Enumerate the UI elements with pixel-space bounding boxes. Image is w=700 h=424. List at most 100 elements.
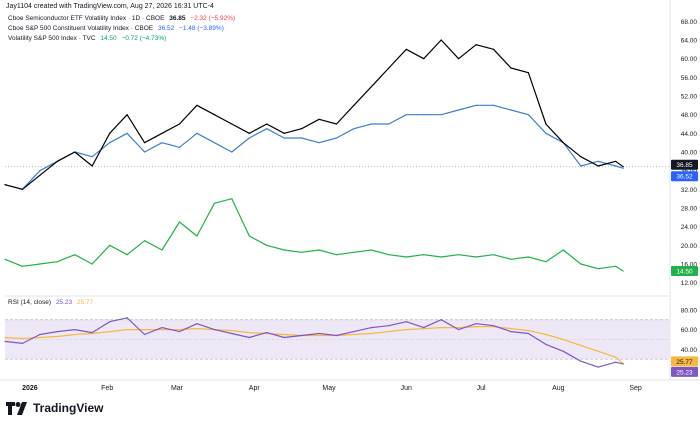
rsi-ma-line-point xyxy=(405,329,407,331)
rsi-line-point xyxy=(196,323,198,325)
semi-vol-line-point xyxy=(39,174,41,176)
vix-line-point xyxy=(475,256,477,258)
vix-line-point xyxy=(126,254,128,256)
rsi-line-point xyxy=(248,336,250,339)
rsi-line-point xyxy=(335,334,338,337)
y-tick-label: 24.00 xyxy=(681,224,698,231)
spx-constituent-line-point xyxy=(266,128,268,130)
spx-constituent-line-point xyxy=(39,170,41,172)
rsi-line-point xyxy=(458,329,460,331)
vix-line-point xyxy=(196,235,198,237)
spx-constituent-line-point xyxy=(510,109,512,111)
x-tick-label: 2026 xyxy=(22,385,38,392)
rsi-ma-line-point xyxy=(597,350,599,352)
legend-row-vix[interactable]: Volatility S&P 500 Index · TVC 14.50 −0.… xyxy=(8,35,166,42)
rsi-line-point xyxy=(178,330,181,333)
y-tick-label: 32.00 xyxy=(681,187,698,194)
semi-vol-line-point xyxy=(440,39,442,41)
spx-constituent-line-point xyxy=(580,165,582,167)
rsi-line-point xyxy=(74,329,76,331)
rsi-line-point xyxy=(615,361,617,363)
spx-constituent-line-point xyxy=(213,142,215,144)
rsi-ma-line-point xyxy=(370,332,372,335)
semi-vol-line-point xyxy=(580,156,582,158)
rsi-ma-line-point xyxy=(510,328,512,330)
rsi-line-point xyxy=(580,360,582,362)
y-tick-label: 48.00 xyxy=(681,112,698,119)
semi-vol-line-point xyxy=(196,104,198,106)
rsi-line-point xyxy=(318,332,320,335)
y-tick-label: 64.00 xyxy=(681,38,698,45)
spx-constituent-line xyxy=(4,104,624,190)
y-tick-label: 28.00 xyxy=(681,206,698,213)
rsi-ma-line-point xyxy=(615,356,617,358)
semi-vol-line-point xyxy=(91,165,93,167)
semi-vol-line-point xyxy=(109,132,111,134)
rsi-ma-line-point xyxy=(143,329,146,331)
x-tick-label: Jun xyxy=(401,385,412,392)
vix-line-point xyxy=(510,258,512,260)
semi-vol-line-point xyxy=(266,123,268,125)
spx-constituent-line-point xyxy=(492,104,495,106)
vix-line-point xyxy=(178,221,181,223)
y-tick-label: 40.00 xyxy=(681,150,698,157)
vix-line-point xyxy=(353,251,355,253)
vix-line-point xyxy=(283,249,285,251)
rsi-ma-line-point xyxy=(475,326,477,328)
rsi-y-tick-label: 40.00 xyxy=(681,347,698,354)
rsi-ma-line-point xyxy=(109,330,111,333)
semi-vol-line-point xyxy=(74,151,76,153)
rsi-line-point xyxy=(91,331,93,334)
vix-line-point xyxy=(405,256,407,258)
chart-credit: Jay1104 created with TradingView.com, Au… xyxy=(6,3,214,10)
x-tick-label: Feb xyxy=(101,385,113,392)
legend-row-spx-constituent[interactable]: Cboe S&P 500 Constituent Volatility Inde… xyxy=(8,25,224,32)
legend-change: −2.32 (−5.92%) xyxy=(190,15,236,22)
rsi-ma-line-point xyxy=(126,329,128,331)
semi-price-badge-bg xyxy=(671,159,698,170)
legend-value: 36.52 xyxy=(157,25,175,32)
rsi-line-point xyxy=(492,325,495,327)
rsi-ma-line-point xyxy=(527,329,530,332)
rsi-ma-badge-bg xyxy=(671,356,698,367)
spx-constituent-line-point xyxy=(388,123,390,125)
semi-vol-line-point xyxy=(231,123,233,125)
rsi-line-point xyxy=(440,319,442,321)
rsi-ma-line-point xyxy=(283,333,285,336)
vix-line-point xyxy=(335,254,338,256)
spx-constituent-line-point xyxy=(335,137,338,139)
rsi-line-point xyxy=(597,366,599,368)
rsi-ma-line-point xyxy=(91,332,93,335)
semi-vol-line-point xyxy=(562,142,564,144)
spx-constituent-line-point xyxy=(458,109,460,111)
vix-line-point xyxy=(423,254,425,256)
tradingview-logo-text: TradingView xyxy=(33,401,104,415)
spx-constituent-line-point xyxy=(405,114,407,116)
rsi-line-point xyxy=(562,350,564,352)
spx-constituent-line-point xyxy=(370,123,372,125)
legend-row-semi[interactable]: Cboe Semiconductor ETF Volatility Index … xyxy=(8,15,235,22)
spx-constituent-line-point xyxy=(283,137,285,139)
vix-line-point xyxy=(109,244,111,246)
spx-constituent-line-point xyxy=(545,132,547,134)
legend-name: Cboe Semiconductor ETF Volatility Index … xyxy=(8,15,165,22)
vix-line-point xyxy=(458,254,460,256)
tradingview-logo[interactable]: TradingView xyxy=(6,401,103,415)
spx-constituent-line-point xyxy=(622,167,624,169)
spx-constituent-line-point xyxy=(353,128,355,130)
spx-constituent-line-point xyxy=(475,104,477,106)
semi-vol-line-point xyxy=(213,114,215,116)
semi-vol-line-point xyxy=(597,165,599,167)
vix-line-point xyxy=(318,249,320,251)
semi-vol-line-point xyxy=(388,67,390,69)
semi-vol-line-point xyxy=(283,132,285,134)
semi-vol-line-point xyxy=(56,160,58,162)
spx-constituent-line-point xyxy=(143,151,146,153)
rsi-legend[interactable]: RSI (14, close) 25.23 25.77 xyxy=(8,299,93,306)
x-tick-label: Mar xyxy=(171,385,184,392)
rsi-line-point xyxy=(231,332,233,335)
semi-vol-line-point xyxy=(335,123,338,125)
rsi-ma-line-point xyxy=(231,329,233,332)
spx-constituent-price-badge: 36.52 xyxy=(676,174,693,181)
